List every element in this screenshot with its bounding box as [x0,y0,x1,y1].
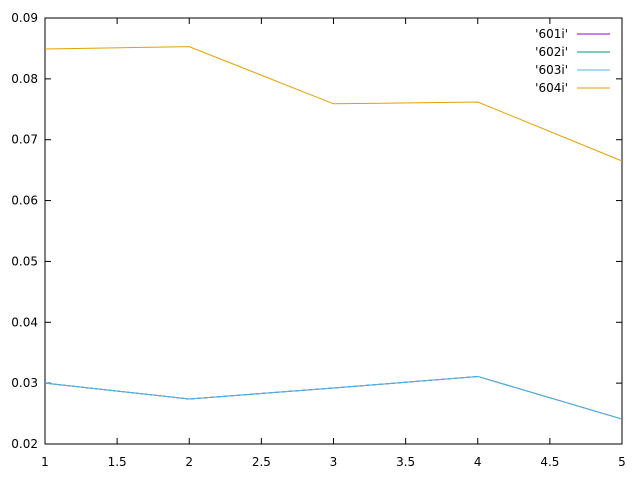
series-line-1 [44,375,623,420]
x-tick-label: 4 [474,455,482,469]
x-tick-label: 1 [41,455,49,469]
x-tick-label: 1.5 [108,455,127,469]
x-tick-label: 3 [330,455,338,469]
series-lines [44,46,623,420]
y-tick-label: 0.09 [11,11,38,25]
legend-label: '604i' [535,81,568,95]
y-tick-label: 0.04 [11,315,38,329]
x-tick-label: 3.5 [396,455,415,469]
y-tick-label: 0.02 [11,437,38,451]
series-line-2 [44,375,623,420]
legend-label: '602i' [535,45,568,59]
x-axis-ticks: 1 1.5 2 2.5 3 3.5 4 4.5 5 [41,18,626,469]
y-tick-label: 0.03 [11,376,38,390]
y-tick-label: 0.08 [11,72,38,86]
series-line-3 [44,46,623,162]
x-tick-label: 5 [618,455,626,469]
y-tick-label: 0.06 [11,194,38,208]
x-tick-label: 4.5 [540,455,559,469]
x-tick-label: 2.5 [252,455,271,469]
legend-label: '601i' [535,27,568,41]
y-tick-label: 0.07 [11,133,38,147]
legend: '601i' '602i' '603i' '604i' [535,27,610,95]
legend-label: '603i' [535,63,568,77]
series-line-0 [44,375,623,420]
x-tick-label: 2 [185,455,193,469]
y-tick-label: 0.05 [11,254,38,268]
y-axis-ticks: 0.02 0.03 0.04 0.05 0.06 0.07 0.08 0.09 [11,11,622,451]
